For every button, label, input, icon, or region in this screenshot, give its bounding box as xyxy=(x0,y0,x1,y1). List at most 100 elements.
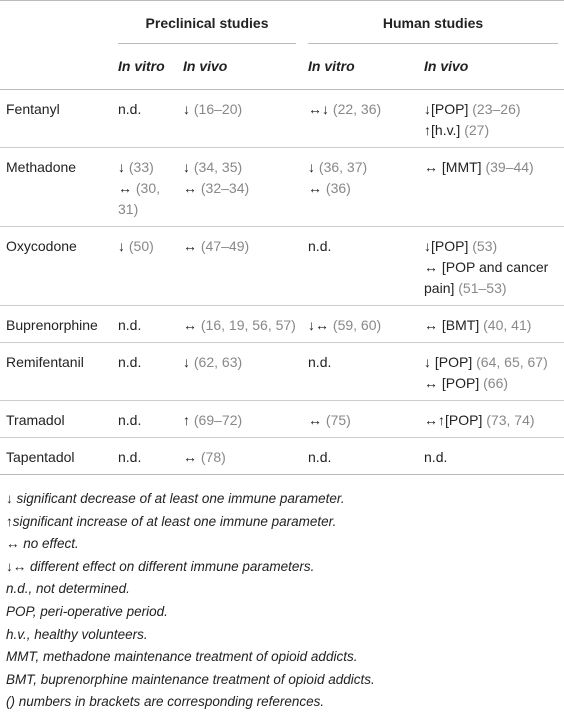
cell-line: ↑ (69–72) xyxy=(183,410,302,431)
references: (33) xyxy=(128,159,154,175)
finding: ↓ xyxy=(308,159,316,175)
finding: ↔ xyxy=(183,317,197,333)
cell-line: ↔ (32–34) xyxy=(183,178,302,199)
references: (62, 63) xyxy=(193,354,243,370)
table-body: Fentanyl n.d. ↓ (16–20) ↔↓ (22, 36) ↓[POP] (… xyxy=(0,89,564,475)
cell: ↓ (16–20) xyxy=(177,89,303,148)
cell: ↓ (36, 37) ↔ (36) xyxy=(302,147,419,227)
table-row: Methadone ↓ (33) ↔ (30, 31) ↓ (34, 35) ↔ (32… xyxy=(0,147,564,227)
footnote: ↓ significant decrease of at least one i… xyxy=(6,491,345,506)
cell: ↔↑[POP] (73, 74) xyxy=(418,400,564,438)
finding: n.d. xyxy=(118,354,142,370)
cell-line: ↔ (47–49) xyxy=(183,236,302,257)
references: (51–53) xyxy=(458,280,507,296)
finding: ↔ [POP and cancer pain] xyxy=(424,259,549,296)
cell-line: ↔↓ (22, 36) xyxy=(308,99,418,120)
footnote: BMT, buprenorphine maintenance treatment… xyxy=(6,671,375,687)
footnote: MMT, methadone maintenance treatment of … xyxy=(6,649,358,665)
references: (34, 35) xyxy=(193,159,243,175)
references: (73, 74) xyxy=(486,412,535,428)
drug-name: Oxycodone xyxy=(0,226,112,306)
cell-line: ↓ (16–20) xyxy=(183,99,302,120)
cell-line: ↔ [POP and cancer pain] (51–53) xyxy=(424,257,564,299)
cell: ↔ (47–49) xyxy=(177,226,303,306)
cell-line: ↓ (62, 63) xyxy=(183,352,302,373)
cell: ↓[POP] (23–26) ↑[h.v.] (27) xyxy=(418,89,564,148)
finding: n.d. xyxy=(118,449,142,465)
corner xyxy=(0,52,112,90)
finding: ↓ xyxy=(183,354,190,370)
cell-line: n.d. xyxy=(118,447,177,468)
footnote: h.v., healthy volunteers. xyxy=(6,626,148,642)
cell: ↔ (75) xyxy=(302,400,419,438)
cell-line: n.d. xyxy=(118,352,177,373)
cell-line: n.d. xyxy=(308,447,418,468)
finding: ↑[h.v.] xyxy=(424,122,461,138)
finding: n.d. xyxy=(308,238,332,254)
cell: n.d. xyxy=(302,226,419,306)
references: (69–72) xyxy=(193,412,243,428)
cell: ↔ (78) xyxy=(177,437,303,475)
cell: ↓[POP] (53) ↔ [POP and cancer pain] (51–5… xyxy=(418,226,564,306)
cell: n.d. xyxy=(112,437,177,475)
references: (53) xyxy=(472,238,498,254)
cell: n.d. xyxy=(112,305,177,343)
references: (16–20) xyxy=(193,101,243,117)
finding: ↔↓ xyxy=(308,101,330,117)
references: (36, 37) xyxy=(318,159,368,175)
finding: ↔ xyxy=(308,412,323,428)
footnote: POP, peri-operative period. xyxy=(6,603,168,619)
cell: ↓ (62, 63) xyxy=(177,342,303,401)
cell: n.d. xyxy=(112,89,177,148)
table-row: Tapentadol n.d. ↔ (78) n.d. n.d. xyxy=(0,437,564,475)
finding: n.d. xyxy=(308,354,332,370)
cell: n.d. xyxy=(112,342,177,401)
footnote: n.d., not determined. xyxy=(6,581,130,597)
finding: n.d. xyxy=(424,449,448,465)
group-heading: Preclinical studies xyxy=(112,1,302,53)
finding: ↔ xyxy=(183,238,197,254)
references: (40, 41) xyxy=(483,317,532,333)
cell-line: ↔ (16, 19, 56, 57) xyxy=(183,315,302,336)
finding: ↓ xyxy=(118,238,125,254)
cell: ↓ (34, 35) ↔ (32–34) xyxy=(177,147,303,227)
footnote: () numbers in brackets are corresponding… xyxy=(6,694,325,710)
table-row: Fentanyl n.d. ↓ (16–20) ↔↓ (22, 36) ↓[POP] (… xyxy=(0,89,564,148)
cell-line: ↓ [POP] (64, 65, 67) xyxy=(424,352,564,373)
cell-line: ↓ (34, 35) xyxy=(183,157,302,178)
references: (27) xyxy=(464,122,490,138)
references: (36) xyxy=(325,180,351,196)
cell-line: n.d. xyxy=(118,315,177,336)
cell: ↔ [MMT] (39–44) xyxy=(418,147,564,227)
references: (16, 19, 56, 57) xyxy=(200,317,296,333)
finding: ↓[POP] xyxy=(424,238,469,254)
references: (66) xyxy=(483,375,509,391)
table: Preclinical studies Human studies In vit… xyxy=(0,0,564,475)
cell: n.d. xyxy=(302,437,419,475)
references: (50) xyxy=(128,238,154,254)
finding: n.d. xyxy=(118,101,142,117)
cell: ↑ (69–72) xyxy=(177,400,303,438)
finding: ↔ xyxy=(183,180,197,196)
footnote: ↓↔ different effect on different immune … xyxy=(6,558,315,574)
cell-line: ↔ [BMT] (40, 41) xyxy=(424,315,564,336)
drug-name: Tapentadol xyxy=(0,437,112,475)
finding: ↔ xyxy=(118,180,132,196)
cell: n.d. xyxy=(418,437,564,475)
cell: ↓ (50) xyxy=(112,226,177,306)
cell-line: n.d. xyxy=(308,352,418,373)
drug-name: Tramadol xyxy=(0,400,112,438)
footnote: ↑significant increase of at least one im… xyxy=(6,513,337,529)
cell-line: ↔ [POP] (66) xyxy=(424,373,564,394)
finding: ↓ xyxy=(183,159,190,175)
finding: ↓ [POP] xyxy=(424,354,473,370)
subheading: In vitro xyxy=(302,52,419,90)
footnote: ↔ no effect. xyxy=(6,536,79,552)
finding: n.d. xyxy=(118,412,142,428)
finding: ↓↔ xyxy=(308,317,330,333)
references: (22, 36) xyxy=(332,101,382,117)
subheading: In vitro xyxy=(112,52,177,90)
cell-line: ↔ [MMT] (39–44) xyxy=(424,157,564,178)
cell-line: ↓[POP] (23–26) xyxy=(424,99,564,120)
